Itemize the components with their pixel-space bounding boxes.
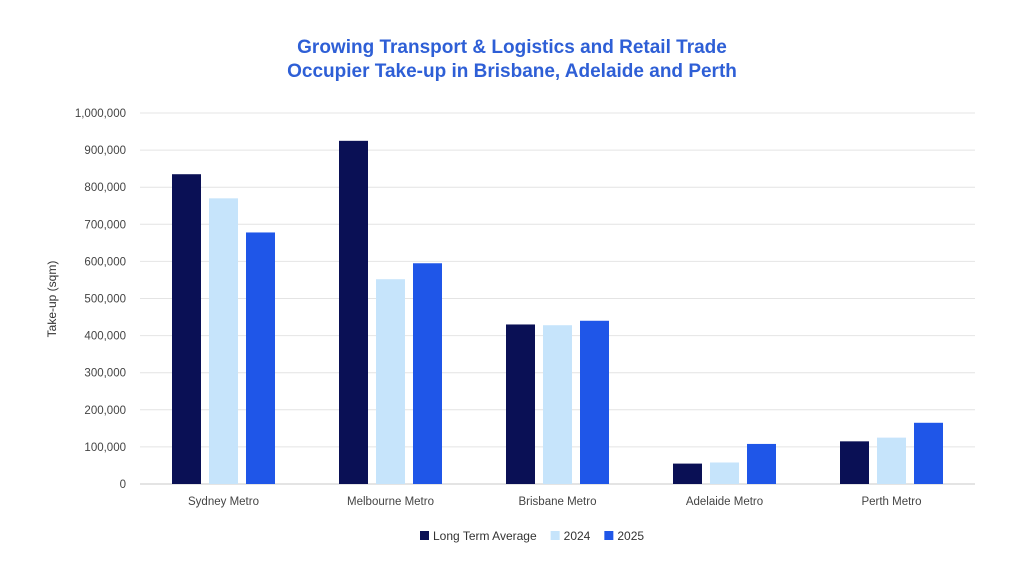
x-tick-label: Sydney Metro [188,496,259,508]
bar [413,263,442,484]
bar [673,463,702,484]
y-tick-label: 1,000,000 [75,108,126,120]
x-tick-label: Adelaide Metro [686,496,763,508]
bar [506,324,535,484]
y-tick-label: 0 [120,479,126,491]
legend-label: 2024 [564,529,591,543]
bar [580,320,609,484]
bar [543,325,572,484]
bar [376,279,405,484]
legend-swatch [604,531,614,540]
y-tick-label: 500,000 [84,294,126,306]
y-tick-label: 800,000 [84,182,126,194]
y-tick-label: 600,000 [84,256,126,268]
x-tick-label: Brisbane Metro [519,496,597,508]
y-tick-label: 300,000 [84,368,126,380]
legend-label: Long Term Average [433,529,537,543]
legend-swatch [550,531,560,540]
bar [710,462,739,484]
y-tick-label: 400,000 [84,331,126,343]
bar [877,437,906,484]
chart-title-line-1: Growing Transport & Logistics and Retail… [297,37,727,58]
bar [840,441,869,484]
bar [914,422,943,484]
x-tick-label: Perth Metro [861,496,921,508]
y-tick-label: 700,000 [84,219,126,231]
chart-title: Growing Transport & Logistics and Retail… [0,36,1024,84]
chart-title-line-2: Occupier Take-up in Brisbane, Adelaide a… [287,61,737,82]
y-tick-label: 900,000 [84,145,126,157]
bar [209,198,238,484]
y-axis-title: Take-up (sqm) [45,261,59,338]
bar [747,443,776,484]
y-tick-label: 200,000 [84,405,126,417]
bar [246,232,275,484]
legend-swatch [420,531,429,540]
bar [339,140,368,484]
legend-label: 2025 [617,529,644,543]
x-tick-label: Melbourne Metro [347,496,434,508]
y-tick-label: 100,000 [84,442,126,454]
bar [172,174,201,484]
